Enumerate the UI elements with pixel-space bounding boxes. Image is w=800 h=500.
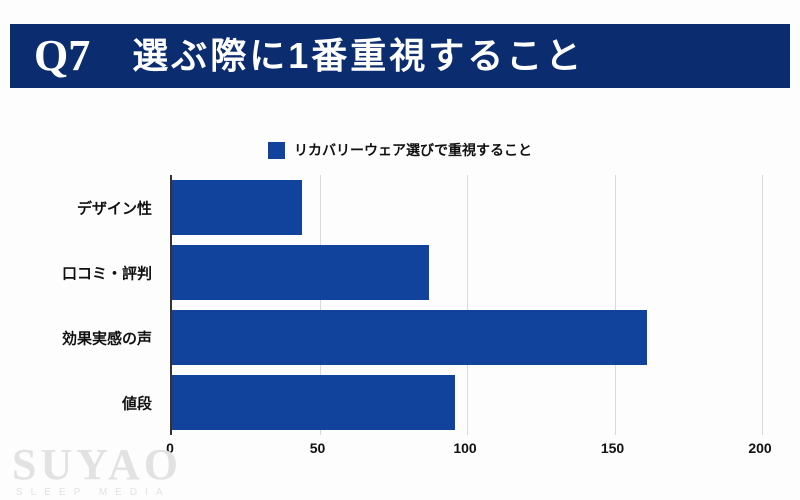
legend-label: リカバリーウェア選びで重視すること (294, 142, 532, 158)
x-tick-label: 100 (453, 440, 477, 456)
bar-4 (172, 375, 456, 430)
x-tick-label: 0 (166, 440, 174, 456)
legend-color-swatch (268, 141, 285, 159)
x-tick-label: 200 (748, 440, 772, 456)
chart-legend: リカバリーウェア選びで重視すること (0, 140, 800, 160)
bar-1 (172, 180, 302, 235)
category-labels: デザイン性口コミ・評判 効果実感の声値段 (0, 175, 162, 435)
question-number: Q7 (34, 31, 91, 80)
title-banner: Q7 選ぶ際に1番重視すること (10, 24, 790, 88)
category-label: 効果実感の声 (61, 330, 152, 347)
x-tick-label: 150 (600, 440, 625, 456)
watermark-brand: SUYAO (12, 440, 182, 490)
category-label: デザイン性 (76, 200, 152, 217)
x-axis: 0 50 100 150 200 (166, 440, 772, 462)
bar-3 (172, 310, 647, 365)
bar-2 (172, 245, 429, 300)
watermark: SUYAO SLEEP MEDIA (12, 440, 182, 498)
bar-chart-plot-area (170, 175, 763, 435)
x-tick-label: 50 (309, 440, 326, 456)
page-title: 選ぶ際に1番重視すること (132, 35, 585, 76)
watermark-subtitle: SLEEP MEDIA (16, 487, 171, 498)
gridline (614, 175, 616, 435)
gridline (467, 175, 468, 435)
category-label: 口コミ・評判 (61, 265, 152, 282)
gridline (762, 175, 763, 435)
gridline (319, 175, 321, 435)
category-label: 値段 (121, 395, 152, 412)
